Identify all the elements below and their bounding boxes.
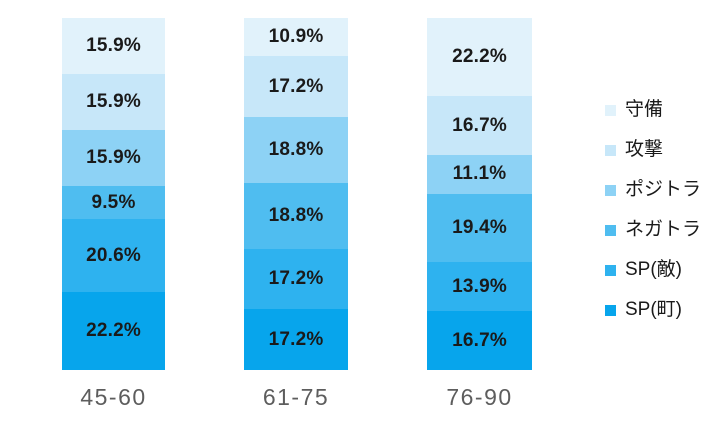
segment-攻撃[interactable]: 17.2% — [244, 56, 348, 117]
legend-swatch-icon — [605, 184, 616, 196]
segment-SP(敵)[interactable]: 17.2% — [244, 249, 348, 310]
data-label: 9.5% — [91, 191, 136, 213]
segment-SP(町)[interactable]: 17.2% — [244, 309, 348, 370]
legend-label: 守備 — [625, 99, 664, 120]
data-label: 18.8% — [268, 138, 324, 160]
data-label: 22.2% — [86, 319, 141, 341]
category-label: 45-60 — [80, 384, 147, 410]
segment-守備[interactable]: 22.2% — [427, 18, 532, 97]
segment-攻撃[interactable]: 16.7% — [427, 96, 532, 155]
data-label: 13.9% — [452, 275, 507, 297]
data-label: 17.2% — [268, 268, 324, 290]
legend-item-ネガトラ[interactable]: ネガトラ — [605, 220, 701, 240]
segment-守備[interactable]: 15.9% — [62, 18, 165, 74]
data-label: 18.8% — [268, 204, 324, 226]
bar-column-76-90: 22.2% 16.7% 11.1% 19.4% 13.9% 16.7% — [427, 18, 532, 370]
data-label: 11.1% — [452, 163, 507, 185]
category-label: 76-90 — [446, 384, 513, 410]
data-label: 16.7% — [452, 114, 507, 136]
data-label: 15.9% — [86, 90, 141, 112]
category-label: 61-75 — [262, 384, 330, 410]
legend-label: SP(町) — [625, 299, 683, 320]
legend-label: ポジトラ — [625, 179, 702, 200]
data-label: 17.2% — [268, 328, 324, 350]
bar-column-45-60: 15.9% 15.9% 15.9% 9.5% 20.6% 22.2% — [62, 18, 165, 370]
legend-swatch-icon — [605, 304, 616, 316]
legend-item-SP(敵)[interactable]: SP(敵) — [605, 260, 701, 280]
legend-swatch-icon — [605, 224, 616, 236]
data-label: 20.6% — [86, 244, 141, 266]
legend-item-攻撃[interactable]: 攻撃 — [605, 140, 701, 160]
segment-SP(敵)[interactable]: 13.9% — [427, 262, 532, 312]
bar-column-61-75: 10.9% 17.2% 18.8% 18.8% 17.2% 17.2% — [244, 18, 348, 370]
legend: 守備攻撃ポジトラネガトラ SP(敵) SP(町) — [605, 100, 701, 320]
legend-label: SP(敵) — [625, 259, 683, 280]
data-label: 22.2% — [452, 46, 507, 68]
data-label: 15.9% — [86, 146, 141, 168]
legend-label: ネガトラ — [625, 219, 702, 240]
data-label: 19.4% — [452, 217, 507, 239]
legend-swatch-icon — [605, 144, 616, 156]
segment-ネガトラ[interactable]: 9.5% — [62, 185, 165, 220]
segment-SP(町)[interactable]: 22.2% — [62, 291, 165, 370]
segment-SP(町)[interactable]: 16.7% — [427, 311, 532, 370]
segment-ネガトラ[interactable]: 19.4% — [427, 193, 532, 263]
segment-ポジトラ[interactable]: 15.9% — [62, 129, 165, 186]
segment-ネガトラ[interactable]: 18.8% — [244, 182, 348, 250]
segment-SP(敵)[interactable]: 20.6% — [62, 219, 165, 292]
legend-item-ポジトラ[interactable]: ポジトラ — [605, 180, 701, 200]
data-label: 17.2% — [268, 75, 324, 97]
data-label: 10.9% — [268, 26, 324, 48]
legend-item-SP(町)[interactable]: SP(町) — [605, 300, 701, 320]
segment-攻撃[interactable]: 15.9% — [62, 73, 165, 130]
data-label: 15.9% — [86, 34, 141, 56]
segment-ポジトラ[interactable]: 11.1% — [427, 154, 532, 194]
legend-item-守備[interactable]: 守備 — [605, 100, 701, 120]
legend-swatch-icon — [605, 104, 616, 116]
data-label: 16.7% — [452, 329, 507, 351]
legend-label: 攻撃 — [625, 139, 664, 160]
segment-守備[interactable]: 10.9% — [244, 18, 348, 57]
legend-swatch-icon — [605, 264, 616, 276]
segment-ポジトラ[interactable]: 18.8% — [244, 116, 348, 183]
